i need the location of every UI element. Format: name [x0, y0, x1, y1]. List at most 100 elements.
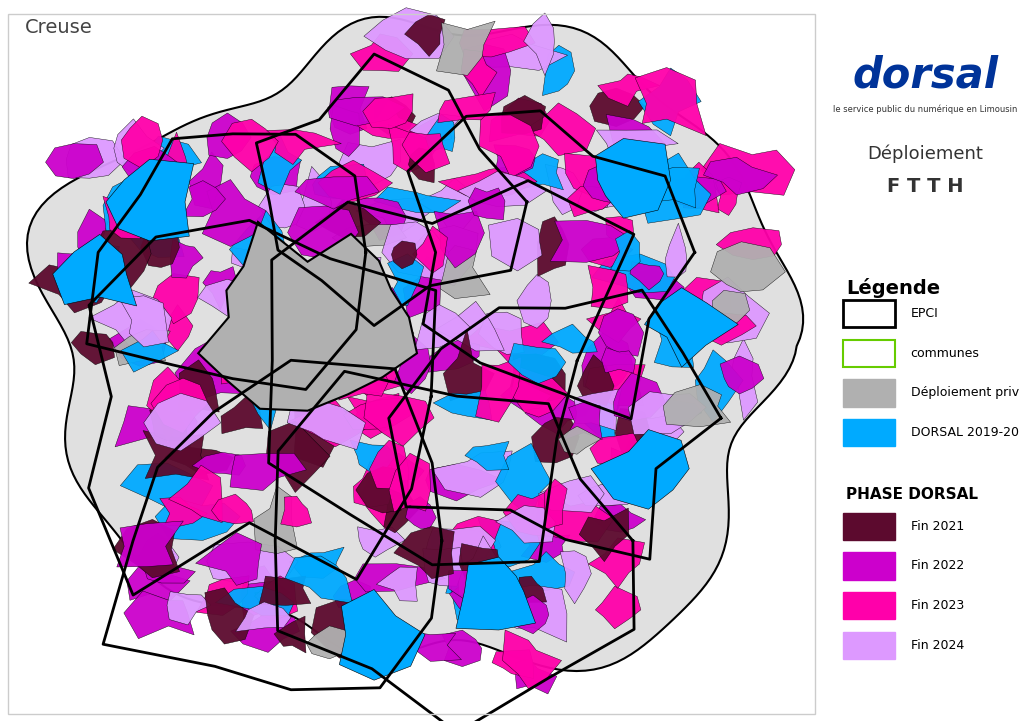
Polygon shape: [428, 340, 479, 372]
Polygon shape: [254, 576, 298, 619]
Polygon shape: [719, 356, 763, 394]
Polygon shape: [443, 329, 494, 401]
Polygon shape: [538, 476, 603, 513]
Polygon shape: [591, 254, 674, 293]
Polygon shape: [709, 291, 749, 332]
Polygon shape: [77, 209, 108, 271]
Polygon shape: [535, 492, 613, 542]
Text: F T T H: F T T H: [887, 177, 963, 195]
Polygon shape: [605, 115, 664, 170]
Polygon shape: [265, 130, 341, 164]
Polygon shape: [406, 226, 478, 286]
Text: Déploiement: Déploiement: [867, 144, 982, 163]
Polygon shape: [230, 612, 300, 653]
Polygon shape: [441, 516, 501, 562]
Polygon shape: [502, 630, 561, 689]
Polygon shape: [624, 415, 684, 459]
Polygon shape: [526, 103, 595, 156]
Polygon shape: [57, 247, 91, 287]
Polygon shape: [449, 575, 499, 625]
Polygon shape: [356, 198, 406, 241]
Polygon shape: [364, 392, 434, 446]
Polygon shape: [381, 222, 448, 280]
Polygon shape: [488, 218, 541, 271]
Polygon shape: [662, 384, 730, 427]
Text: dorsal: dorsal: [852, 54, 998, 96]
Polygon shape: [468, 187, 504, 220]
Polygon shape: [638, 68, 700, 136]
Polygon shape: [578, 482, 645, 505]
Polygon shape: [664, 224, 686, 277]
Polygon shape: [92, 229, 151, 293]
Polygon shape: [507, 354, 565, 404]
Polygon shape: [114, 119, 164, 174]
Polygon shape: [605, 216, 633, 246]
Polygon shape: [628, 392, 705, 435]
Polygon shape: [119, 296, 168, 347]
Polygon shape: [582, 392, 622, 440]
Polygon shape: [106, 159, 194, 241]
Polygon shape: [583, 164, 629, 204]
Polygon shape: [595, 586, 640, 629]
Polygon shape: [258, 185, 305, 228]
Polygon shape: [387, 116, 438, 172]
Polygon shape: [123, 591, 194, 639]
Polygon shape: [363, 94, 413, 128]
Polygon shape: [493, 145, 535, 176]
Polygon shape: [700, 143, 794, 195]
Text: Creuse: Creuse: [24, 18, 93, 37]
Polygon shape: [435, 301, 503, 351]
Polygon shape: [589, 433, 640, 466]
Polygon shape: [260, 306, 312, 353]
Polygon shape: [274, 616, 306, 653]
FancyBboxPatch shape: [842, 340, 895, 367]
Polygon shape: [164, 446, 233, 475]
Polygon shape: [387, 254, 423, 306]
Polygon shape: [590, 430, 689, 509]
Polygon shape: [161, 305, 193, 351]
Polygon shape: [207, 113, 251, 159]
Polygon shape: [355, 564, 445, 592]
Polygon shape: [408, 148, 434, 182]
Polygon shape: [26, 17, 802, 671]
Polygon shape: [403, 257, 442, 318]
Polygon shape: [443, 543, 494, 595]
Polygon shape: [155, 497, 239, 540]
Polygon shape: [343, 397, 411, 430]
Polygon shape: [601, 348, 635, 373]
Polygon shape: [126, 195, 184, 257]
Text: le service public du numérique en Limousin: le service public du numérique en Limous…: [833, 105, 1017, 114]
Polygon shape: [654, 278, 731, 339]
Polygon shape: [240, 566, 289, 619]
Polygon shape: [410, 114, 462, 142]
Polygon shape: [372, 288, 407, 354]
Polygon shape: [312, 164, 367, 200]
Polygon shape: [569, 185, 628, 209]
Polygon shape: [401, 132, 449, 173]
Polygon shape: [710, 242, 785, 292]
Polygon shape: [593, 505, 645, 532]
Polygon shape: [121, 116, 162, 169]
Polygon shape: [103, 196, 141, 239]
Polygon shape: [221, 397, 263, 434]
Polygon shape: [564, 154, 633, 200]
FancyBboxPatch shape: [842, 632, 895, 659]
Polygon shape: [113, 519, 179, 578]
Polygon shape: [521, 535, 570, 562]
Polygon shape: [356, 466, 400, 513]
Polygon shape: [287, 206, 359, 259]
Polygon shape: [53, 234, 137, 306]
Polygon shape: [296, 167, 331, 232]
Polygon shape: [364, 8, 453, 58]
Polygon shape: [160, 497, 207, 526]
Polygon shape: [630, 262, 663, 290]
Polygon shape: [523, 13, 553, 76]
Polygon shape: [567, 187, 614, 217]
Polygon shape: [383, 491, 419, 533]
Polygon shape: [437, 92, 495, 123]
Text: Fin 2024: Fin 2024: [910, 639, 963, 652]
Polygon shape: [459, 27, 535, 57]
Polygon shape: [287, 400, 375, 447]
Polygon shape: [448, 572, 488, 624]
Polygon shape: [248, 359, 290, 430]
